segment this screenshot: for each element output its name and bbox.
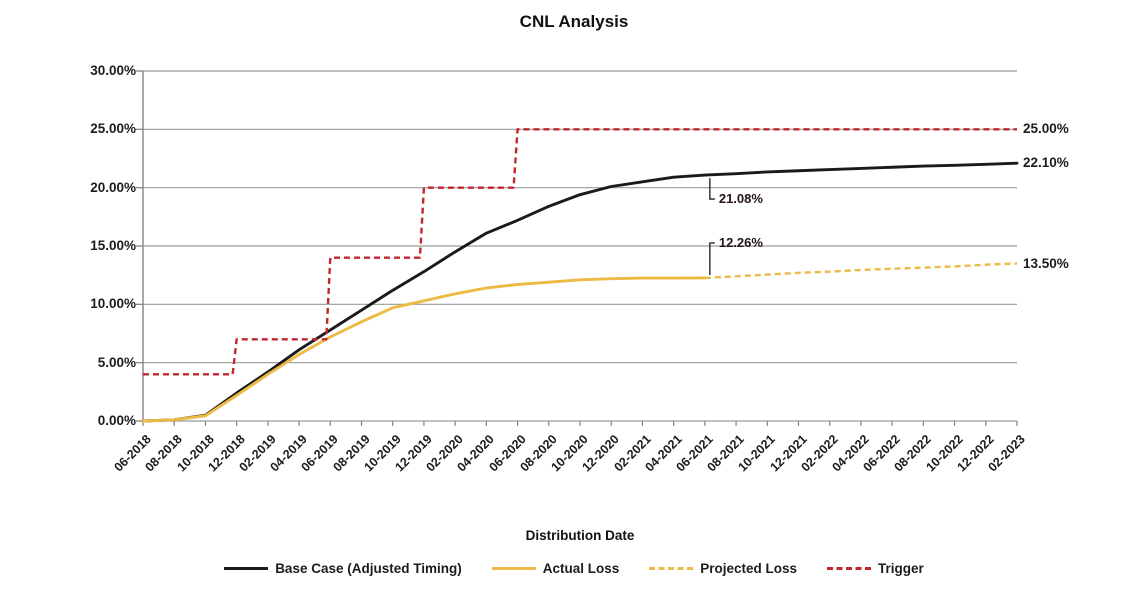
end-label-base-case: 22.10% <box>1023 155 1069 171</box>
trigger-line-sample <box>827 567 872 570</box>
legend-item-trigger: Trigger <box>827 561 924 576</box>
legend-label: Actual Loss <box>542 561 620 576</box>
legend-label: Trigger <box>878 561 924 576</box>
callout-label-actual-loss: 12.26% <box>718 234 763 250</box>
y-tick-label: 0.00% <box>97 413 136 428</box>
base-case-line-sample <box>224 567 269 570</box>
y-tick-label: 20.00% <box>90 179 136 195</box>
legend-item-projected-loss: Projected Loss <box>649 561 797 576</box>
x-axis-title: Distribution Date <box>525 528 635 543</box>
y-tick-label: 25.00% <box>90 121 136 137</box>
legend: Base Case (Adjusted Timing) Actual Loss … <box>0 561 1148 576</box>
series-line-trigger <box>143 128 1017 376</box>
callout-label-base-case: 21.08% <box>718 191 763 207</box>
projected-loss-line-sample <box>649 567 694 570</box>
y-tick-label: 30.00% <box>90 63 136 78</box>
series-line-actual-loss <box>141 276 707 423</box>
end-label-trigger: 25.00% <box>1023 121 1069 137</box>
end-label-projected-loss: 13.50% <box>1023 255 1069 271</box>
legend-item-actual-loss: Actual Loss <box>491 561 620 576</box>
series-line-projected-loss <box>704 262 1018 280</box>
legend-label: Projected Loss <box>700 561 798 576</box>
callout-line <box>709 242 715 275</box>
y-tick-label: 15.00% <box>90 238 136 253</box>
callout-line <box>709 178 715 200</box>
actual-loss-line-sample <box>491 567 536 570</box>
series-line-base-case-adjusted-timing- <box>141 161 1019 423</box>
y-tick-label: 10.00% <box>90 296 136 312</box>
y-tick-label: 5.00% <box>97 354 136 370</box>
legend-label: Base Case (Adjusted Timing) <box>275 561 462 576</box>
legend-item-base-case: Base Case (Adjusted Timing) <box>224 561 462 576</box>
chart-title: CNL Analysis <box>519 12 629 31</box>
